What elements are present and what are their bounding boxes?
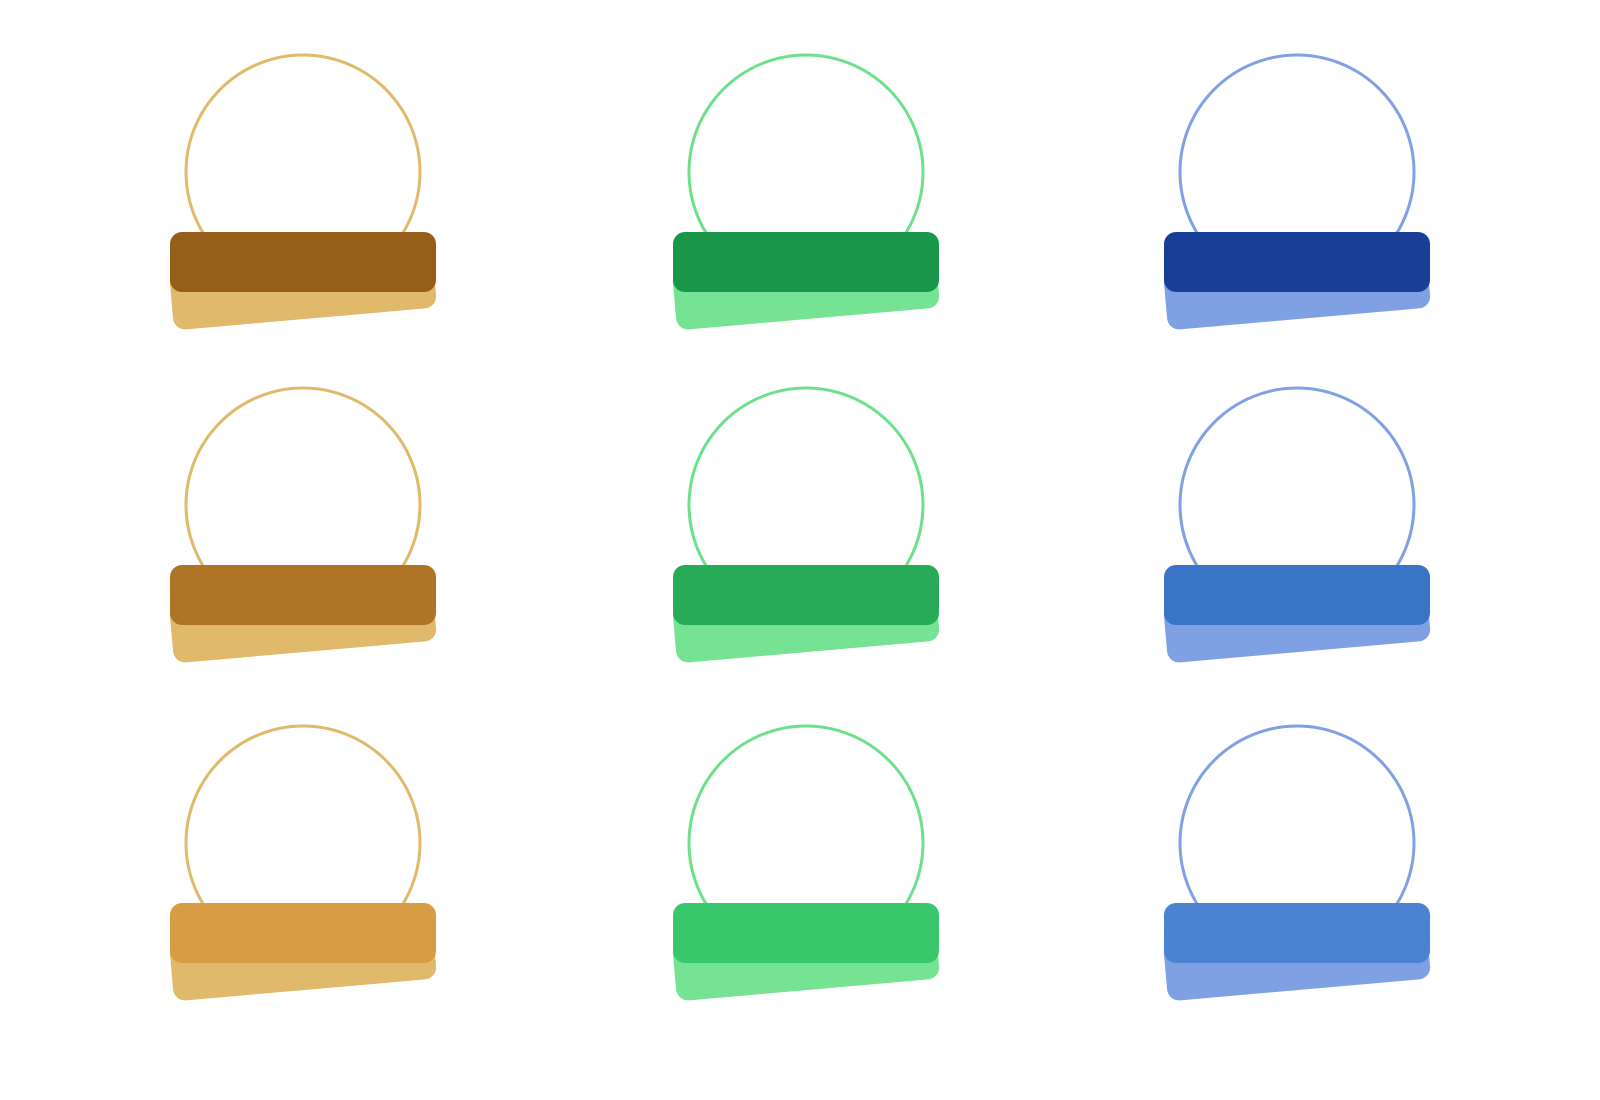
badge-3 bbox=[1163, 53, 1431, 330]
badge-2 bbox=[672, 53, 940, 330]
badge-front-tab bbox=[1164, 903, 1430, 963]
badge-6 bbox=[1163, 386, 1431, 663]
badge-front-tab bbox=[673, 903, 939, 963]
badge-front-tab bbox=[673, 232, 939, 292]
badge-1 bbox=[169, 53, 437, 330]
badge-9 bbox=[1163, 724, 1431, 1001]
badge-front-tab bbox=[673, 565, 939, 625]
badge-front-tab bbox=[170, 232, 436, 292]
badge-front-tab bbox=[1164, 232, 1430, 292]
badge-7 bbox=[169, 724, 437, 1001]
badge-5 bbox=[672, 386, 940, 663]
badge-front-tab bbox=[170, 903, 436, 963]
badge-front-tab bbox=[170, 565, 436, 625]
badge-front-tab bbox=[1164, 565, 1430, 625]
badge-4 bbox=[169, 386, 437, 663]
badge-8 bbox=[672, 724, 940, 1001]
